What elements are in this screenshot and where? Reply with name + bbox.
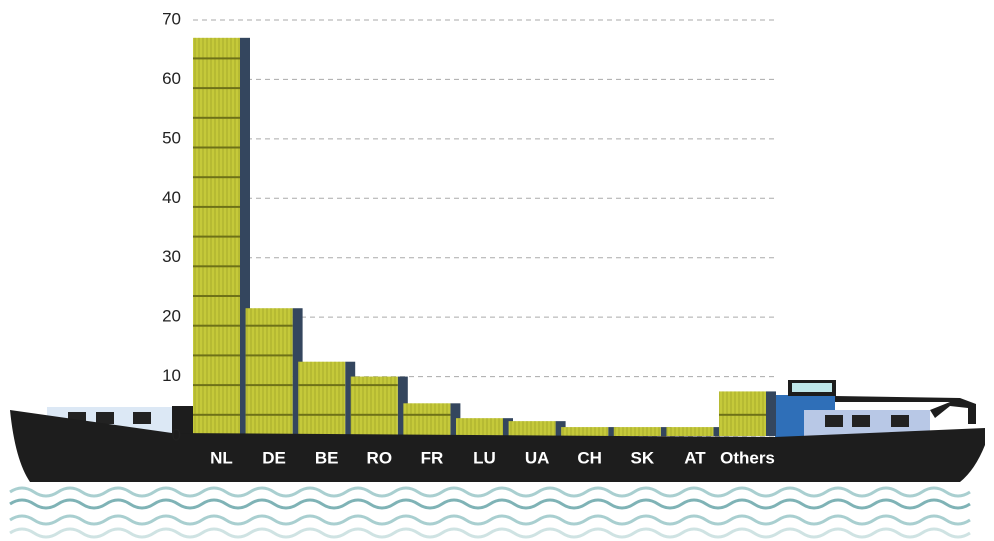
x-tick-label: FR bbox=[421, 448, 444, 467]
bar-side bbox=[660, 427, 671, 436]
bar-side bbox=[397, 376, 408, 436]
x-tick-label: AT bbox=[684, 448, 706, 467]
y-tick-label: 0 bbox=[172, 425, 181, 444]
bar-side bbox=[608, 427, 619, 436]
bar-texture bbox=[719, 391, 766, 436]
y-tick-label: 40 bbox=[162, 188, 181, 207]
y-tick-label: 10 bbox=[162, 366, 181, 385]
x-tick-label: CH bbox=[577, 448, 602, 467]
bar-side bbox=[766, 391, 776, 436]
bar-texture bbox=[561, 427, 609, 436]
y-tick-label: 30 bbox=[162, 247, 181, 266]
bar-side bbox=[345, 361, 356, 436]
bar-texture bbox=[193, 37, 240, 436]
bar-side bbox=[292, 308, 303, 436]
x-tick-label: RO bbox=[367, 448, 393, 467]
x-tick-label: DE bbox=[262, 448, 286, 467]
y-tick-label: 70 bbox=[162, 9, 181, 28]
x-tick-label: LU bbox=[473, 448, 496, 467]
bar-texture bbox=[613, 427, 661, 436]
y-tick-label: 20 bbox=[162, 307, 181, 326]
bar-texture bbox=[666, 427, 714, 436]
bar-texture bbox=[245, 308, 293, 436]
x-tick-label: Others bbox=[720, 448, 775, 467]
bar-texture bbox=[456, 418, 503, 436]
y-tick-label: 60 bbox=[162, 69, 181, 88]
bar-side bbox=[503, 418, 513, 436]
waves bbox=[9, 486, 971, 539]
ship-deck bbox=[47, 380, 976, 437]
bar-texture bbox=[508, 421, 556, 436]
bar-side bbox=[450, 403, 461, 436]
x-tick-label: SK bbox=[630, 448, 654, 467]
x-tick-label: NL bbox=[210, 448, 233, 467]
y-tick-label: 50 bbox=[162, 128, 181, 147]
bar-texture bbox=[350, 376, 398, 436]
bar-texture bbox=[403, 403, 451, 436]
x-tick-label: UA bbox=[525, 448, 550, 467]
bar-side bbox=[240, 37, 250, 436]
x-tick-label: BE bbox=[315, 448, 339, 467]
ship-hull bbox=[10, 410, 985, 482]
labels: 0 10 20 30 40 50 60 70 NL DE BE RO FR LU UA CH SK AT Other… bbox=[162, 9, 775, 467]
bar-texture bbox=[298, 361, 346, 436]
bars bbox=[193, 37, 776, 436]
bar-side bbox=[713, 427, 724, 436]
bar-side bbox=[555, 421, 566, 436]
